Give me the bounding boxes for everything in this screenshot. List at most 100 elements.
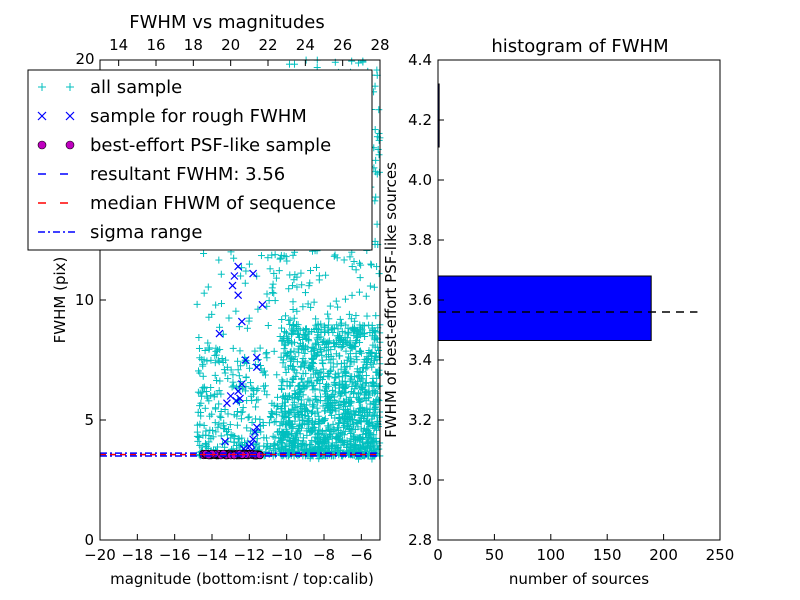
all-sample-point [358, 326, 366, 334]
all-sample-point [287, 442, 295, 450]
all-sample-point [325, 315, 333, 323]
legend-label: all sample [90, 77, 182, 98]
x-tick-label: −14 [196, 546, 228, 564]
all-sample-point [335, 397, 343, 405]
all-sample-point [290, 398, 298, 406]
all-sample-point [365, 347, 373, 355]
all-sample-point [373, 263, 381, 271]
all-sample-point [307, 441, 315, 449]
y-tick-label: 3.2 [408, 411, 432, 429]
legend-label: sample for rough FWHM [90, 106, 307, 127]
all-sample-point [289, 298, 297, 306]
all-sample-point [336, 332, 344, 340]
all-sample-point [371, 353, 379, 361]
all-sample-point [295, 389, 303, 397]
all-sample-point [349, 326, 357, 334]
all-sample-point [289, 321, 297, 329]
all-sample-point [372, 434, 380, 442]
all-sample-point [311, 410, 319, 418]
all-sample-point [362, 446, 370, 454]
all-sample-point [293, 403, 301, 411]
all-sample-point [323, 399, 331, 407]
all-sample-point [348, 358, 356, 366]
all-sample-point [339, 413, 347, 421]
all-sample-point [339, 436, 347, 444]
all-sample-point [318, 351, 326, 359]
all-sample-point [307, 374, 315, 382]
all-sample-point [367, 443, 375, 451]
all-sample-point [324, 326, 332, 334]
all-sample-point [359, 430, 367, 438]
all-sample-point [319, 360, 327, 368]
all-sample-point [348, 382, 356, 390]
y-tick-label: 5 [84, 411, 94, 429]
all-sample-point [297, 375, 305, 383]
all-sample-point [318, 416, 326, 424]
x-tick-label: −10 [271, 546, 303, 564]
all-sample-point [328, 399, 336, 407]
all-sample-point [372, 156, 380, 164]
all-sample-point [312, 370, 320, 378]
all-sample-point [293, 283, 301, 291]
all-sample-point [290, 314, 298, 322]
all-sample-point [341, 399, 349, 407]
scatter-title: FWHM vs magnitudes [129, 12, 324, 33]
all-sample-point [299, 341, 307, 349]
all-sample-point [332, 350, 340, 358]
all-sample-point [373, 220, 381, 228]
all-sample-point [310, 298, 318, 306]
all-sample-point [360, 322, 368, 330]
scatter-points [193, 56, 384, 463]
scatter-x-label: magnitude (bottom:isnt / top:calib) [110, 570, 374, 588]
all-sample-point [362, 418, 370, 426]
all-sample-point [349, 325, 357, 333]
all-sample-point [304, 330, 312, 338]
all-sample-point [330, 339, 338, 347]
all-sample-point [338, 430, 346, 438]
all-sample-point [344, 324, 352, 332]
histogram-y-label: FWHM of best-effort PSF-like sources [382, 162, 400, 438]
all-sample-point [302, 405, 310, 413]
y-tick-label: 3.8 [408, 231, 432, 249]
all-sample-point [308, 409, 316, 417]
all-sample-point [336, 315, 344, 323]
all-sample-point [362, 395, 370, 403]
all-sample-point [298, 408, 306, 416]
all-sample-point [306, 267, 314, 275]
all-sample-point [350, 442, 358, 450]
all-sample-point [321, 387, 329, 395]
all-sample-point [335, 404, 343, 412]
all-sample-point [301, 357, 309, 365]
all-sample-point [362, 389, 370, 397]
all-sample-point [352, 381, 360, 389]
all-sample-point [314, 336, 322, 344]
all-sample-point [327, 407, 335, 415]
all-sample-point [342, 369, 350, 377]
all-sample-point [277, 324, 285, 332]
all-sample-point [322, 384, 330, 392]
all-sample-point [302, 325, 310, 333]
all-sample-point [331, 442, 339, 450]
all-sample-point [296, 413, 304, 421]
all-sample-point [335, 381, 343, 389]
all-sample-point [331, 374, 339, 382]
all-sample-point [306, 428, 314, 436]
all-sample-point [299, 417, 307, 425]
all-sample-point [359, 383, 367, 391]
all-sample-point [370, 398, 378, 406]
y-tick-label: 0 [84, 531, 94, 549]
all-sample-point [289, 306, 297, 314]
all-sample-point [340, 423, 348, 431]
top-tick-label: 26 [333, 36, 352, 54]
all-sample-point [371, 82, 379, 90]
all-sample-point [363, 416, 371, 424]
all-sample-point [341, 295, 349, 303]
all-sample-point [312, 340, 320, 348]
all-sample-point [375, 397, 383, 405]
all-sample-point [313, 263, 321, 271]
all-sample-point [314, 408, 322, 416]
all-sample-point [358, 368, 366, 376]
all-sample-point [361, 333, 369, 341]
all-sample-point [375, 445, 383, 453]
all-sample-point [304, 300, 312, 308]
